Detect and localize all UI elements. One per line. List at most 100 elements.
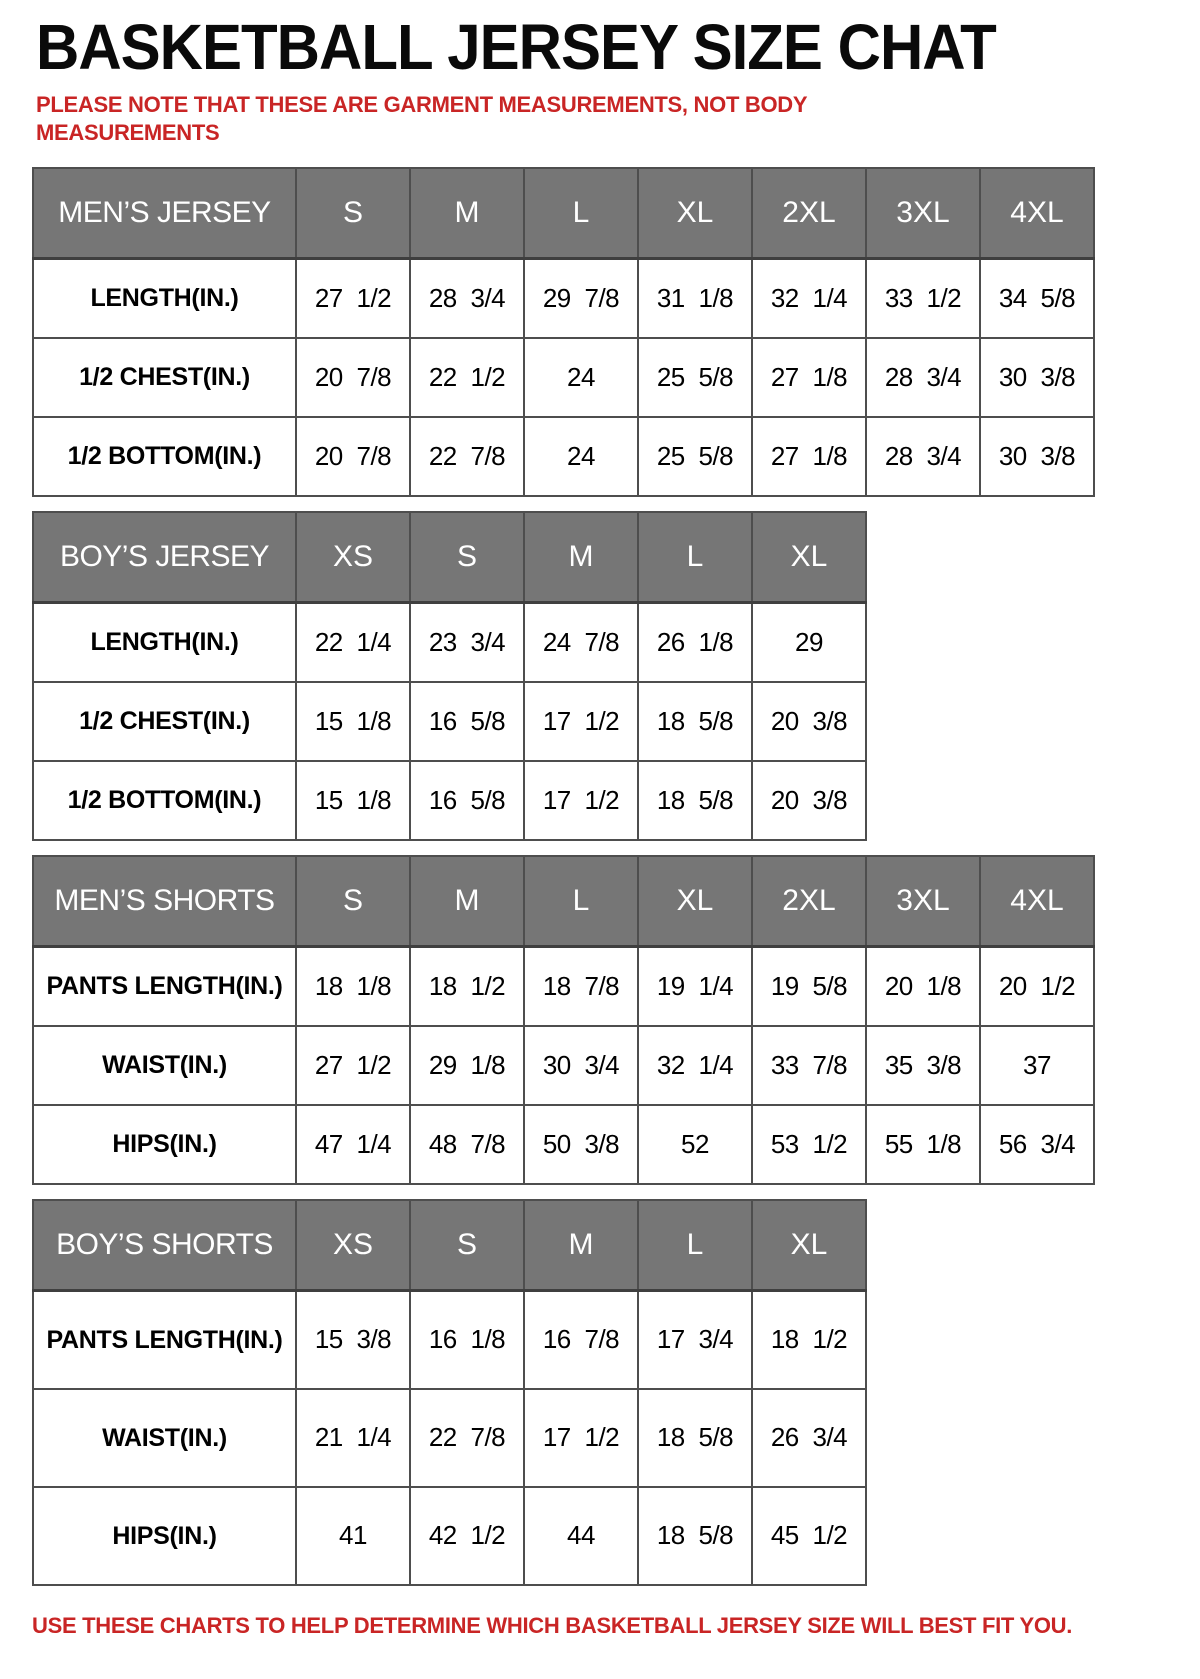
value-cell: 22 1/4: [295, 601, 411, 683]
size-header-s: S: [409, 1198, 525, 1292]
size-header-xs: XS: [295, 510, 411, 604]
size-header-l: L: [523, 854, 639, 948]
value-cell: 34 5/8: [979, 257, 1095, 339]
row-label-cell: LENGTH(IN.): [32, 257, 297, 339]
value-cell: 35 3/8: [865, 1024, 981, 1106]
value-cell: 48 7/8: [409, 1103, 525, 1185]
value-cell: 25 5/8: [637, 336, 753, 418]
row-label-cell: 1/2 CHEST(IN.): [32, 336, 297, 418]
value-cell: 28 3/4: [865, 415, 981, 497]
row-label-cell: WAIST(IN.): [32, 1387, 297, 1488]
value-cell: 28 3/4: [409, 257, 525, 339]
size-header-2xl: 2XL: [751, 854, 867, 948]
value-cell: 30 3/8: [979, 415, 1095, 497]
value-cell: 20 7/8: [295, 415, 411, 497]
size-header-xl: XL: [637, 166, 753, 260]
value-cell: 17 1/2: [523, 1387, 639, 1488]
value-cell: 50 3/8: [523, 1103, 639, 1185]
value-cell: 31 1/8: [637, 257, 753, 339]
value-cell: 17 3/4: [637, 1289, 753, 1390]
mens-shorts-table-slot: MEN’S SHORTS S M L XL 2XL 3XL 4XL PANTS LENGTH(I…: [32, 854, 1170, 1185]
size-header-xl: XL: [751, 510, 867, 604]
value-cell: 19 1/4: [637, 945, 753, 1027]
value-cell: 15 3/8: [295, 1289, 411, 1390]
value-cell: 22 7/8: [409, 415, 525, 497]
header-row: BOY’S JERSEY XS S M L XL: [32, 510, 867, 604]
boys-jersey-table: BOY’S JERSEY XS S M L XL LENGTH(IN.) 22 1/4 23 3…: [32, 510, 867, 841]
value-cell: 56 3/4: [979, 1103, 1095, 1185]
row-label-cell: HIPS(IN.): [32, 1103, 297, 1185]
fit-advice-note: USE THESE CHARTS TO HELP DETERMINE WHICH…: [32, 1612, 1073, 1638]
value-cell: 33 1/2: [865, 257, 981, 339]
table-row: PANTS LENGTH(IN.) 15 3/8 16 1/8 16 7/8 17 3/…: [32, 1289, 867, 1390]
size-header-l: L: [637, 1198, 753, 1292]
size-header-s: S: [409, 510, 525, 604]
value-cell: 15 1/8: [295, 680, 411, 762]
size-header-s: S: [295, 854, 411, 948]
mens-shorts-table: MEN’S SHORTS S M L XL 2XL 3XL 4XL PANTS LENGTH(I…: [32, 854, 1095, 1185]
value-cell: 37: [979, 1024, 1095, 1106]
value-cell: 18 1/2: [409, 945, 525, 1027]
boys-shorts-table: BOY’S SHORTS XS S M L XL PANTS LENGTH(IN.) 15 3…: [32, 1198, 867, 1586]
value-cell: 17 1/2: [523, 680, 639, 762]
table-row: 1/2 BOTTOM(IN.) 15 1/8 16 5/8 17 1/2 18 5/8 2…: [32, 759, 867, 841]
table-row: WAIST(IN.) 21 1/4 22 7/8 17 1/2 18 5/8 26 3/4: [32, 1387, 867, 1488]
mens-jersey-table: MEN’S JERSEY S M L XL 2XL 3XL 4XL LENGTH(IN.) 27 …: [32, 166, 1095, 497]
row-label-cell: 1/2 BOTTOM(IN.): [32, 415, 297, 497]
value-cell: 19 5/8: [751, 945, 867, 1027]
value-cell: 29: [751, 601, 867, 683]
table-row: 1/2 CHEST(IN.) 15 1/8 16 5/8 17 1/2 18 5/8 20…: [32, 680, 867, 762]
value-cell: 16 5/8: [409, 759, 525, 841]
value-cell: 52: [637, 1103, 753, 1185]
size-header-2xl: 2XL: [751, 166, 867, 260]
boys-jersey-table-slot: BOY’S JERSEY XS S M L XL LENGTH(IN.) 22 1/4 23 3…: [32, 510, 1170, 841]
size-header-m: M: [523, 510, 639, 604]
value-cell: 20 1/2: [979, 945, 1095, 1027]
value-cell: 24: [523, 336, 639, 418]
value-cell: 32 1/4: [751, 257, 867, 339]
size-header-xl: XL: [637, 854, 753, 948]
size-header-xs: XS: [295, 1198, 411, 1292]
size-header-3xl: 3XL: [865, 166, 981, 260]
value-cell: 27 1/2: [295, 257, 411, 339]
size-tables: MEN’S JERSEY S M L XL 2XL 3XL 4XL LENGTH(IN.) 27 …: [32, 166, 1170, 1586]
page-title: BASKETBALL JERSEY SIZE CHAT: [36, 11, 997, 83]
header-row: BOY’S SHORTS XS S M L XL: [32, 1198, 867, 1292]
garment-measurement-note: PLEASE NOTE THAT THESE ARE GARMENT MEASU…: [36, 92, 807, 145]
row-label-cell: WAIST(IN.): [32, 1024, 297, 1106]
header-row: MEN’S SHORTS S M L XL 2XL 3XL 4XL: [32, 854, 1095, 948]
row-label-cell: LENGTH(IN.): [32, 601, 297, 683]
header-row: MEN’S JERSEY S M L XL 2XL 3XL 4XL: [32, 166, 1095, 260]
value-cell: 33 7/8: [751, 1024, 867, 1106]
size-header-3xl: 3XL: [865, 854, 981, 948]
value-cell: 21 1/4: [295, 1387, 411, 1488]
row-label-cell: 1/2 CHEST(IN.): [32, 680, 297, 762]
value-cell: 22 7/8: [409, 1387, 525, 1488]
value-cell: 30 3/4: [523, 1024, 639, 1106]
value-cell: 55 1/8: [865, 1103, 981, 1185]
value-cell: 24: [523, 415, 639, 497]
table-row: WAIST(IN.) 27 1/2 29 1/8 30 3/4 32 1/4 33 7/8…: [32, 1024, 1095, 1106]
table-row: LENGTH(IN.) 27 1/2 28 3/4 29 7/8 31 1/8 32 1/…: [32, 257, 1095, 339]
size-header-l: L: [523, 166, 639, 260]
value-cell: 18 5/8: [637, 1485, 753, 1586]
mens-jersey-header-label: MEN’S JERSEY: [32, 166, 297, 260]
value-cell: 26 1/8: [637, 601, 753, 683]
value-cell: 23 3/4: [409, 601, 525, 683]
table-row: 1/2 BOTTOM(IN.) 20 7/8 22 7/8 24 25 5/8 27 1/…: [32, 415, 1095, 497]
value-cell: 41: [295, 1485, 411, 1586]
value-cell: 18 1/8: [295, 945, 411, 1027]
value-cell: 53 1/2: [751, 1103, 867, 1185]
value-cell: 16 5/8: [409, 680, 525, 762]
value-cell: 27 1/2: [295, 1024, 411, 1106]
size-header-4xl: 4XL: [979, 854, 1095, 948]
value-cell: 26 3/4: [751, 1387, 867, 1488]
row-label-cell: HIPS(IN.): [32, 1485, 297, 1586]
boys-shorts-header-label: BOY’S SHORTS: [32, 1198, 297, 1292]
value-cell: 18 1/2: [751, 1289, 867, 1390]
value-cell: 18 5/8: [637, 1387, 753, 1488]
value-cell: 28 3/4: [865, 336, 981, 418]
value-cell: 27 1/8: [751, 415, 867, 497]
value-cell: 15 1/8: [295, 759, 411, 841]
size-header-l: L: [637, 510, 753, 604]
